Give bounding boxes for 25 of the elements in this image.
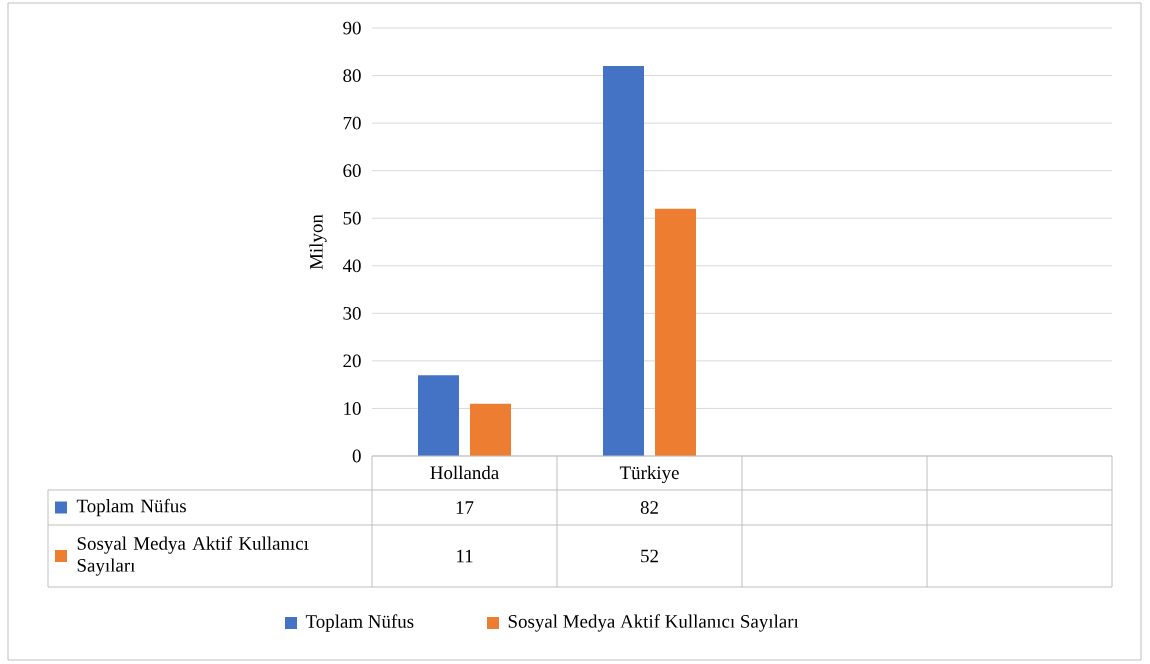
data-label: 11 [457, 549, 473, 563]
text: Toplam Nüfus [76, 498, 186, 517]
bar [418, 375, 459, 456]
y-tick-label: 70 [343, 116, 361, 130]
y-axis-title: Milyon [309, 214, 327, 270]
legend-label: Toplam Nüfus [305, 614, 414, 632]
y-tick-label: 40 [342, 259, 361, 273]
y-tick-label: 80 [343, 69, 361, 82]
text: Sosyal Medya Aktif Kullanıcı Sayıları [77, 536, 309, 576]
y-tick-label: 90 [343, 21, 361, 35]
legend-label: Sosyal Medya Aktif Kullanıcı Sayıları [508, 614, 799, 632]
bar [655, 208, 697, 456]
bar [470, 403, 511, 456]
bar [603, 66, 645, 456]
y-tick-label: 20 [343, 354, 361, 368]
y-tick-label: 10 [344, 402, 361, 415]
y-tick-label: 50 [343, 211, 361, 225]
data-label: 82 [640, 501, 658, 514]
x-tick-label: Hollanda [430, 465, 499, 480]
data-label: 52 [641, 549, 658, 563]
y-tick-label: 0 [352, 449, 361, 463]
x-tick-label: Türkiye [619, 465, 679, 484]
y-tick-label: 30 [343, 306, 361, 320]
data-label: 17 [456, 501, 474, 514]
y-tick-label: 60 [343, 164, 361, 178]
